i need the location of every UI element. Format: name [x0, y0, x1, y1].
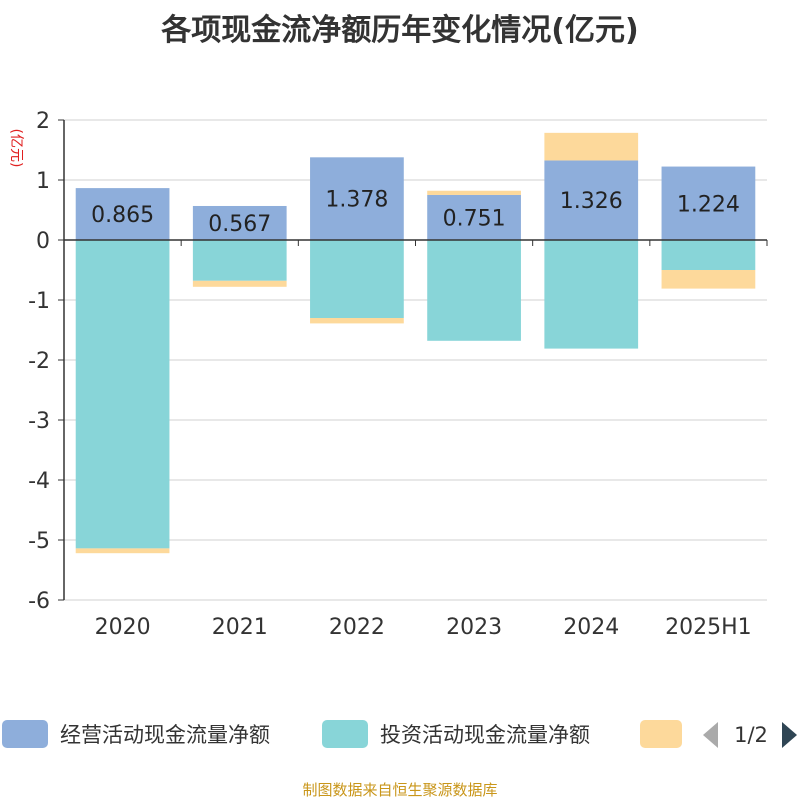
data-label: 1.326	[560, 189, 623, 214]
data-label: 1.378	[325, 188, 388, 213]
bar-series-1-2020[interactable]	[75, 188, 170, 240]
triangle-left-icon[interactable]	[703, 722, 718, 748]
data-source-footer: 制图数据来自恒生聚源数据库	[302, 781, 497, 799]
y-tick-label: 2	[36, 109, 50, 134]
y-tick-label: -5	[28, 529, 50, 554]
y-tick-label: -2	[28, 349, 50, 374]
x-tick-label: 2024	[563, 615, 619, 640]
x-tick-label: 2022	[329, 615, 385, 640]
legend-label-1[interactable]: 经营活动现金流量净额	[60, 723, 270, 747]
bar-series-2-2025H1[interactable]	[661, 240, 756, 270]
legend-swatch-2[interactable]	[322, 720, 368, 748]
y-tick-label: -3	[28, 409, 50, 434]
bar-series-3-2025H1[interactable]	[661, 270, 756, 289]
x-tick-label: 2023	[446, 615, 502, 640]
data-label: 0.751	[443, 206, 506, 231]
bar-series-2-2023[interactable]	[427, 240, 521, 341]
data-labels: 0.865 0.567 1.378 0.751 1.326 1.224	[91, 188, 740, 237]
legend-swatch-3[interactable]	[640, 720, 682, 748]
y-tick-label: 1	[36, 169, 50, 194]
triangle-right-icon[interactable]	[782, 722, 797, 748]
bars	[75, 132, 756, 554]
x-tick-label: 2021	[212, 615, 268, 640]
bar-series-1-2024[interactable]	[544, 160, 639, 240]
bar-series-2-2020[interactable]	[75, 240, 170, 549]
bar-series-3-2024[interactable]	[544, 132, 639, 161]
bar-series-3-2021[interactable]	[192, 280, 287, 287]
bar-series-1-2023[interactable]	[427, 194, 521, 240]
bar-series-2-2024[interactable]	[544, 240, 639, 349]
chart-title: 各项现金流净额历年变化情况(亿元)	[160, 13, 638, 48]
data-label: 0.567	[208, 212, 271, 237]
bar-series-2-2022[interactable]	[310, 240, 404, 318]
axes: 2 1 0 -1 -2 -3 -4 -5 -6 2020 2021 2022 2023 2024 2025H…	[28, 109, 768, 640]
x-tick-label: 2025H1	[665, 615, 752, 640]
bar-series-1-2022[interactable]	[310, 157, 404, 240]
data-label: 0.865	[91, 203, 154, 228]
y-tick-label: -1	[28, 289, 50, 314]
bar-series-1-2021[interactable]	[192, 205, 287, 240]
legend-label-2[interactable]: 投资活动现金流量净额	[380, 723, 590, 747]
data-label: 1.224	[677, 192, 740, 217]
y-tick-label: -6	[28, 589, 50, 614]
bar-series-1-2025H1[interactable]	[661, 166, 756, 240]
bar-series-3-2020[interactable]	[75, 548, 170, 554]
bar-series-2-2021[interactable]	[192, 240, 287, 281]
legend: 经营活动现金流量净额 投资活动现金流量净额 1/2	[2, 720, 797, 748]
y-tick-label: -4	[28, 469, 50, 494]
bar-series-3-2023[interactable]	[427, 190, 521, 195]
legend-swatch-1[interactable]	[2, 720, 48, 748]
x-tick-label: 2020	[95, 615, 151, 640]
legend-page-indicator: 1/2	[734, 723, 768, 747]
bar-series-3-2022[interactable]	[310, 318, 404, 324]
y-axis-label: (亿元)	[8, 129, 24, 168]
y-tick-label: 0	[36, 229, 50, 254]
